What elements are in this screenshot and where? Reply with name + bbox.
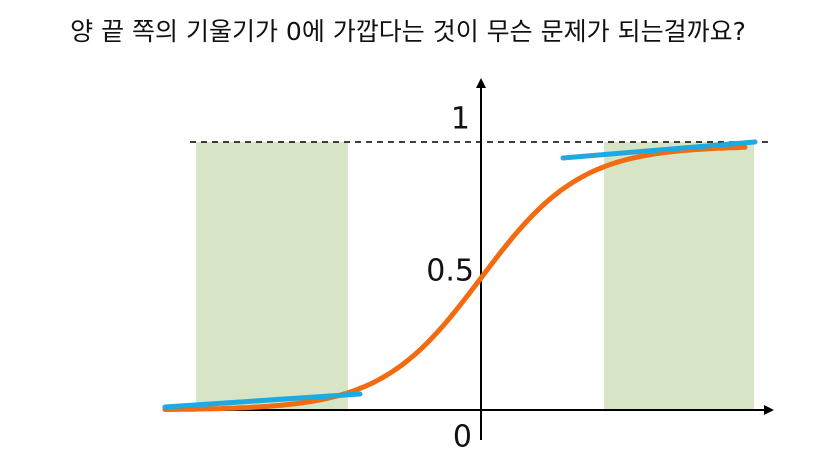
saturation-zone-left [196, 142, 348, 410]
tangent-right [560, 139, 758, 161]
label-half: 0.5 [426, 254, 474, 289]
label-zero: 0 [453, 420, 472, 455]
tangent-left [162, 391, 363, 410]
sigmoid-curve [162, 144, 748, 412]
saturation-zone-right [604, 142, 754, 410]
title: 양 끝 쪽의 기울기가 0에 가깝다는 것이 무슨 문제가 되는걸까요? [70, 17, 746, 46]
label-one: 1 [451, 102, 470, 137]
